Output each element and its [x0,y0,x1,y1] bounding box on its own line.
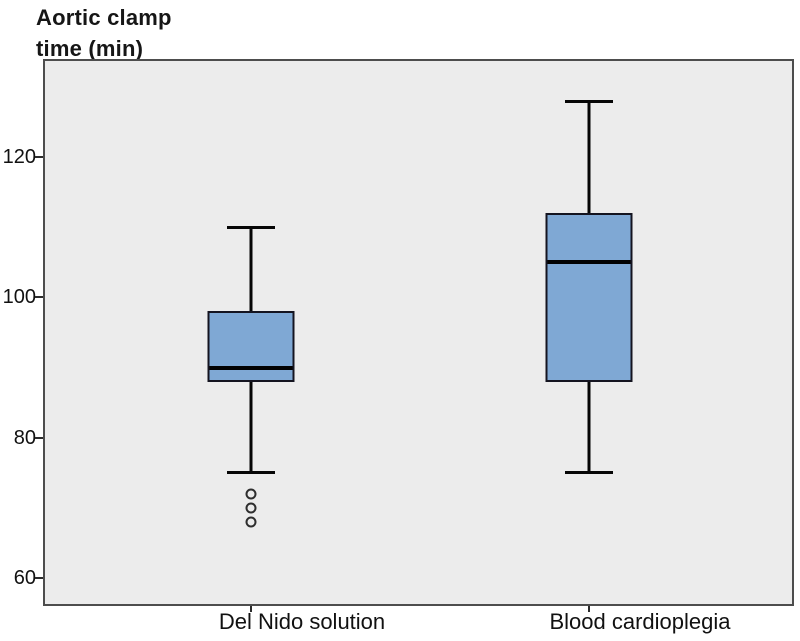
y-tick-mark-120 [35,156,43,159]
whisker-cap-upper-blood-cardioplegia [565,99,613,103]
outlier-point-del-nido-solution [245,516,257,528]
y-tick-mark-100 [35,296,43,299]
y-tick-label-100: 100 [2,286,36,309]
chart-title: Aortic clamp time (min) [36,2,172,64]
median-del-nido-solution [209,365,293,370]
x-tick-mark-blood-cardioplegia [588,606,590,612]
whisker-upper-blood-cardioplegia [587,101,591,214]
whisker-lower-blood-cardioplegia [587,381,591,473]
y-tick-mark-80 [35,436,43,439]
x-tick-mark-del-nido-solution [250,606,252,612]
y-tick-label-60: 60 [13,566,36,589]
chart-title-line2: time (min) [36,36,144,61]
whisker-cap-upper-del-nido-solution [227,225,275,229]
y-tick-label-120: 120 [2,146,36,169]
y-tick-mark-60 [35,576,43,579]
box-del-nido-solution [207,311,295,382]
category-label-del-nido-solution: Del Nido solution [218,609,386,634]
outlier-point-del-nido-solution [245,488,257,500]
outlier-point-del-nido-solution [245,502,257,514]
box-blood-cardioplegia [545,213,633,382]
category-label-blood-cardioplegia: Blood cardioplegia [549,609,731,634]
whisker-cap-lower-blood-cardioplegia [565,471,613,475]
whisker-cap-lower-del-nido-solution [227,471,275,475]
chart-title-line1: Aortic clamp [36,5,172,30]
median-blood-cardioplegia [547,260,631,265]
plot-area [43,59,794,606]
y-tick-label-80: 80 [13,426,36,449]
whisker-upper-del-nido-solution [249,227,253,312]
whisker-lower-del-nido-solution [249,381,253,473]
